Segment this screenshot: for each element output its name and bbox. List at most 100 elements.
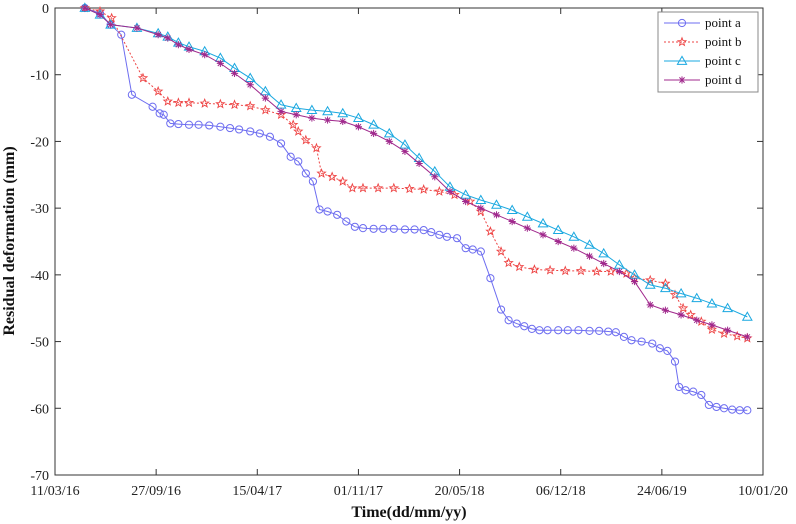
data-point-point-b: [183, 97, 195, 108]
data-point-point-a: [184, 120, 194, 129]
data-point-point-a: [496, 305, 506, 314]
data-point-point-d: [615, 267, 623, 276]
data-point-point-a: [681, 386, 690, 395]
data-point-point-a: [166, 119, 175, 128]
data-point-point-a: [255, 129, 264, 138]
data-point-point-d: [154, 31, 162, 39]
data-point-point-c: [584, 239, 596, 249]
data-point-point-d: [554, 237, 562, 246]
data-point-point-d: [107, 21, 115, 29]
data-point-point-a: [704, 400, 713, 410]
data-point-point-a: [358, 224, 368, 233]
data-point-point-a: [743, 406, 752, 415]
data-point-point-d: [630, 277, 639, 286]
y-axis: 0 -10 -20 -30 -40 -50 -60 -70: [30, 2, 763, 484]
data-point-point-d: [724, 326, 732, 334]
series-line-point-d: [84, 7, 748, 338]
data-point-point-d: [539, 231, 547, 239]
data-point-point-a: [286, 152, 295, 161]
data-point-point-a: [205, 121, 214, 130]
data-point-point-b: [372, 182, 384, 193]
data-point-point-d: [201, 51, 209, 59]
data-point-point-a: [476, 247, 485, 256]
data-point-point-a: [389, 224, 398, 233]
data-point-point-d: [292, 111, 300, 119]
data-point-point-d: [81, 4, 89, 12]
legend-marker: [677, 18, 687, 28]
data-point-point-d: [385, 137, 393, 146]
data-point-point-c: [722, 302, 734, 313]
data-point-point-a: [563, 326, 572, 335]
data-point-point-b: [718, 328, 730, 338]
legend-marker: [676, 55, 688, 65]
data-point-point-b: [337, 176, 348, 186]
data-point-point-a: [689, 387, 698, 396]
data-point-point-d: [133, 24, 141, 32]
data-point-point-d: [216, 59, 224, 67]
data-point-point-c: [691, 292, 703, 303]
data-point-point-c: [741, 311, 753, 321]
data-point-point-a: [276, 139, 286, 148]
y-tick-label: -30: [30, 202, 49, 217]
data-point-point-c: [383, 127, 395, 138]
data-point-point-b: [388, 182, 400, 193]
data-point-point-a: [674, 382, 684, 392]
x-tick-label: 24/06/19: [637, 484, 687, 499]
series-point-b: [79, 2, 753, 343]
data-point-point-b: [621, 268, 632, 278]
data-point-point-a: [308, 177, 318, 186]
x-axis-label: Time(dd/mm/yy): [351, 504, 466, 521]
data-point-point-c: [552, 224, 564, 235]
data-point-point-d: [743, 333, 751, 341]
data-point-point-a: [697, 390, 706, 400]
data-point-point-a: [535, 326, 544, 335]
data-point-point-c: [644, 279, 656, 289]
data-point-point-b: [215, 98, 226, 109]
data-point-point-d: [185, 45, 193, 53]
data-point-point-a: [712, 402, 721, 412]
data-point-point-d: [164, 34, 172, 42]
data-point-point-b: [529, 264, 540, 274]
data-point-point-c: [475, 194, 487, 205]
legend-item-point-c: point c: [664, 53, 741, 68]
data-point-point-b: [685, 309, 696, 320]
data-point-point-b: [106, 12, 117, 23]
data-point-point-d: [230, 69, 239, 77]
x-tick-label: 27/09/16: [131, 484, 181, 499]
y-tick-label: 0: [42, 2, 49, 17]
data-point-point-b: [229, 99, 240, 110]
data-point-point-a: [323, 207, 332, 216]
data-point-point-a: [342, 217, 351, 226]
data-point-point-d: [600, 259, 608, 268]
data-point-point-a: [379, 224, 388, 233]
data-point-point-b: [503, 257, 514, 268]
data-point-point-d: [508, 217, 516, 226]
data-point-point-b: [300, 134, 312, 145]
data-point-point-d: [446, 187, 454, 196]
data-point-point-a: [543, 326, 552, 335]
data-point-point-a: [148, 102, 157, 111]
plot-area: [54, 7, 764, 476]
data-point-point-c: [537, 217, 549, 228]
data-point-point-a: [520, 322, 529, 331]
legend-item-point-a: point a: [664, 15, 741, 30]
data-point-point-d: [415, 159, 423, 168]
series-line-point-b: [84, 7, 748, 339]
y-axis-label: Residual deformation (mm): [1, 146, 18, 335]
data-point-point-a: [512, 319, 521, 328]
data-point-point-d: [708, 321, 716, 329]
legend-marker: [676, 36, 688, 47]
x-axis: 11/03/16 27/09/16 15/04/17 01/11/17 20/05/18…: [30, 8, 788, 499]
data-point-point-a: [637, 337, 646, 346]
data-point-point-a: [400, 225, 410, 234]
legend-label: point a: [705, 15, 741, 30]
data-point-point-b: [591, 266, 602, 276]
data-point-point-c: [322, 105, 334, 116]
data-point-point-d: [339, 117, 347, 126]
data-point-point-b: [173, 97, 184, 108]
legend-box: [657, 11, 759, 93]
data-point-point-c: [598, 247, 610, 258]
data-point-point-b: [260, 104, 271, 115]
data-point-point-a: [655, 344, 664, 353]
